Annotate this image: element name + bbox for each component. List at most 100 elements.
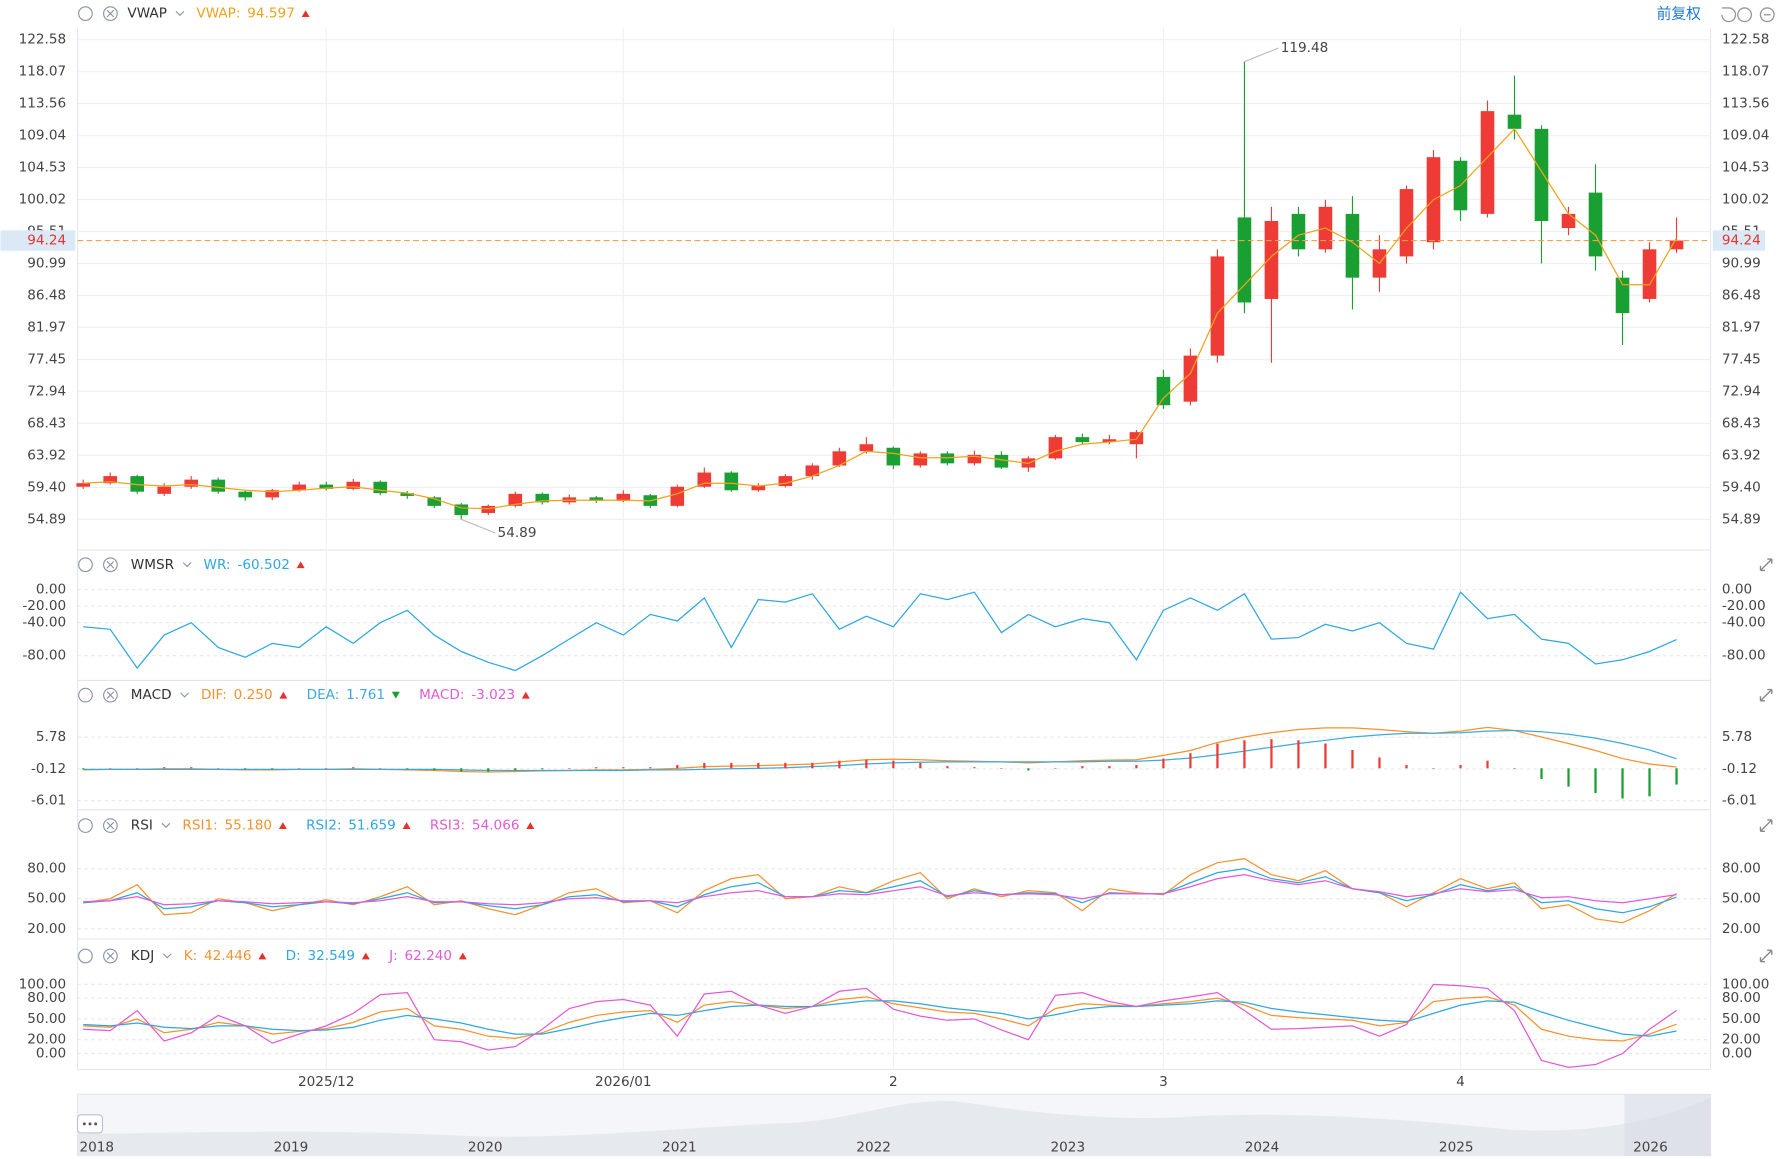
y-tick-label: -80.00 xyxy=(22,648,66,664)
macd-bar xyxy=(352,767,355,769)
macd-bar xyxy=(730,762,733,769)
close-icon[interactable] xyxy=(103,687,118,703)
macd-bar xyxy=(298,768,301,769)
close-icon[interactable] xyxy=(103,6,118,21)
legend-value: 0.250 xyxy=(234,687,273,703)
trend-arrow xyxy=(258,952,267,960)
macd-bar xyxy=(379,768,382,769)
settings-icon[interactable] xyxy=(78,948,93,964)
settings-icon[interactable] xyxy=(78,557,93,573)
close-icon-x xyxy=(106,9,115,18)
panel-header: KDJ K: 42.446 D: 32.549 J: 62.240 xyxy=(78,948,467,964)
macd-bar xyxy=(163,767,166,769)
macd-bar xyxy=(1108,766,1111,769)
y-tick-label: 104.53 xyxy=(19,160,67,176)
legend-name: D: xyxy=(286,948,301,964)
macd-bar xyxy=(649,767,652,769)
x-tick-label: 2 xyxy=(889,1074,898,1090)
y-tick-label: 86.48 xyxy=(27,288,66,304)
macd-bar xyxy=(271,768,274,770)
macd-bar xyxy=(1486,760,1489,769)
settings-icon[interactable] xyxy=(78,6,93,21)
legend-name: RSI3: xyxy=(430,818,465,834)
y-tick-label: 20.00 xyxy=(1722,1032,1761,1048)
panel-title: MACD xyxy=(131,687,172,703)
macd-bar xyxy=(757,762,760,769)
legend-name: WR: xyxy=(204,557,231,573)
legend-value: 62.240 xyxy=(404,948,452,964)
last-price-box xyxy=(0,230,76,251)
legend-value: 94.597 xyxy=(247,6,295,22)
indicator-dropdown[interactable] xyxy=(175,10,185,17)
macd-bar xyxy=(1648,768,1651,797)
candle-body xyxy=(292,484,307,491)
close-icon[interactable] xyxy=(103,948,118,964)
trend-arrow xyxy=(458,952,467,960)
annotation-label: 119.48 xyxy=(1281,40,1329,56)
macd-bar xyxy=(1000,768,1003,769)
navigator-label: 2021 xyxy=(662,1140,697,1156)
macd-bar xyxy=(460,768,463,772)
panel-header: MACD DIF: 0.250 DEA: 1.761 MACD: -3.023 xyxy=(78,687,530,703)
candle-body xyxy=(778,476,793,487)
candle-body xyxy=(1588,192,1603,257)
macd-bar xyxy=(487,768,490,772)
y-tick-label: 100.02 xyxy=(19,192,67,208)
y-tick-label: 0.00 xyxy=(1722,1046,1752,1062)
candle-body xyxy=(1615,277,1630,314)
macd-bar xyxy=(541,768,544,770)
legend-name: DIF: xyxy=(201,687,227,703)
navigator-label: 2022 xyxy=(856,1140,891,1156)
y-tick-label: 72.94 xyxy=(27,383,66,399)
candle-body xyxy=(157,486,172,494)
y-tick-label: 68.43 xyxy=(27,415,66,431)
y-tick-label: -20.00 xyxy=(1722,598,1766,614)
expand-icons[interactable] xyxy=(1759,558,1773,963)
trend-arrow xyxy=(279,691,288,699)
candle-body xyxy=(1399,189,1414,257)
adjust-link[interactable]: 前复权 xyxy=(1657,5,1701,23)
y-tick-label: 113.56 xyxy=(1722,96,1770,112)
macd-bar xyxy=(217,768,220,769)
legend-name: RSI2: xyxy=(306,818,341,834)
candle-body xyxy=(724,472,739,491)
candle-body xyxy=(508,493,523,506)
close-icon[interactable] xyxy=(103,818,118,833)
y-tick-label: 0.00 xyxy=(36,1046,66,1062)
y-tick-label: 63.92 xyxy=(1722,447,1761,463)
macd-bar xyxy=(622,767,625,769)
candle-body xyxy=(400,493,415,496)
macd-bar xyxy=(946,766,949,769)
indicator-dropdown[interactable] xyxy=(180,692,189,698)
legend-name: MACD: xyxy=(419,687,464,703)
candle-body xyxy=(832,451,847,466)
legend-value: -3.023 xyxy=(471,687,515,703)
annotation-leader xyxy=(461,518,496,534)
y-tick-label: 122.58 xyxy=(1722,32,1770,48)
legend-value: 42.446 xyxy=(204,948,252,964)
indicator-dropdown[interactable] xyxy=(162,953,172,959)
trend-arrow xyxy=(391,691,400,699)
y-tick-label: 100.00 xyxy=(1722,976,1770,992)
y-tick-label: 50.00 xyxy=(1722,891,1761,907)
close-icon[interactable] xyxy=(103,557,118,573)
macd-bar xyxy=(136,768,139,769)
macd-bar xyxy=(1297,740,1300,769)
macd-bar xyxy=(1540,768,1543,780)
toolbar-icons[interactable] xyxy=(1721,7,1775,23)
navigator[interactable] xyxy=(76,1093,1712,1157)
settings-icon[interactable] xyxy=(78,818,93,833)
indicator-dropdown[interactable] xyxy=(161,822,171,829)
y-tick-label: 20.00 xyxy=(1722,921,1761,937)
legend-name: VWAP: xyxy=(196,6,240,22)
macd-bar xyxy=(1378,757,1381,769)
macd-bar xyxy=(1567,768,1570,787)
indicator-dropdown[interactable] xyxy=(182,562,192,568)
candle-body xyxy=(1507,114,1522,129)
candle-body xyxy=(859,444,874,452)
macd-bar xyxy=(1054,768,1057,769)
candle-body xyxy=(940,453,955,464)
settings-icon[interactable] xyxy=(78,687,93,703)
y-tick-label: 20.00 xyxy=(27,921,66,937)
last-price-box xyxy=(1712,230,1765,251)
